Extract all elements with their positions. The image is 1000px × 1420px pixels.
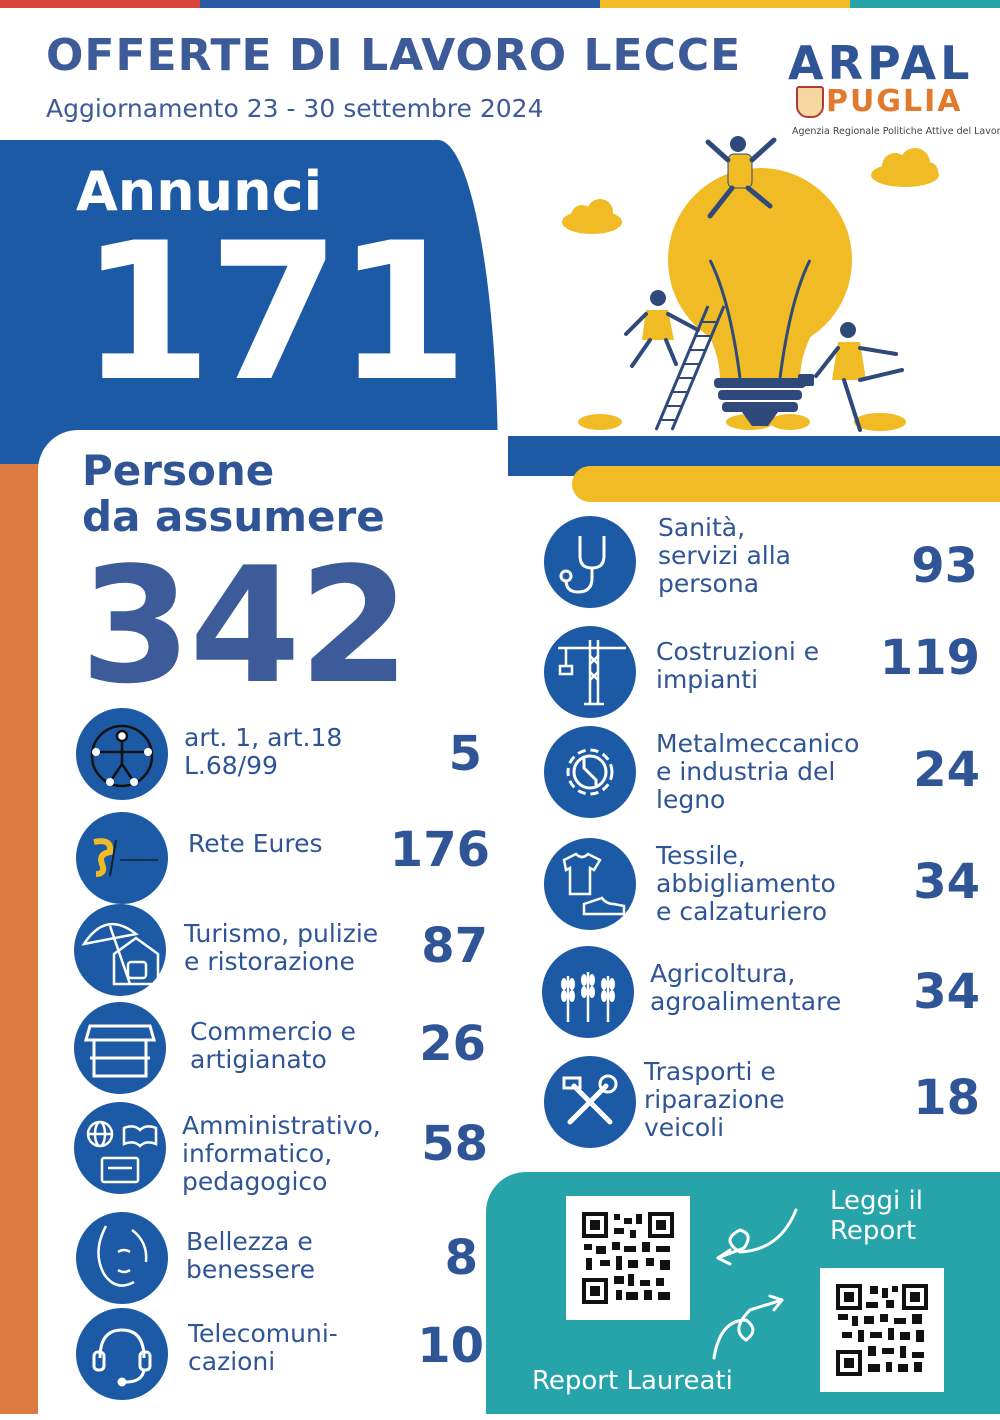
- arrow-decor-icon: [712, 1208, 798, 1360]
- category-label-costruzioni: Costruzioni e impianti: [656, 638, 819, 694]
- annunci-count: 171: [80, 202, 469, 423]
- category-line: Tessile,: [656, 841, 746, 870]
- category-line: Metalmeccanico: [656, 729, 860, 758]
- tools-icon: [544, 1056, 636, 1148]
- category-line: Amministrativo,: [182, 1111, 381, 1140]
- top-bar-red: [0, 0, 200, 8]
- top-bar-teal: [850, 0, 1000, 8]
- category-line: Costruzioni e: [656, 637, 820, 666]
- category-line: veicoli: [644, 1113, 725, 1142]
- category-label-eures: Rete Eures: [188, 829, 323, 858]
- category-count-commercio: 26: [419, 1016, 486, 1072]
- annunci-panel: [0, 140, 498, 470]
- category-label-legge-68: art. 1, art.18 L.68/99: [184, 724, 342, 780]
- category-label-telecomunicazioni: Telecomuni- cazioni: [188, 1320, 338, 1376]
- puglia-crest-icon: [796, 86, 824, 118]
- persone-label-line1: Persone: [82, 446, 275, 495]
- category-count-bellezza: 8: [444, 1230, 478, 1286]
- page-title: OFFERTE DI LAVORO LECCE: [46, 30, 742, 81]
- top-bar-yellow: [600, 0, 850, 8]
- headset-icon: [76, 1308, 168, 1400]
- category-line: Sanità,: [658, 513, 746, 542]
- category-count-tessile: 34: [913, 854, 980, 910]
- qr-code-laureati[interactable]: [820, 1268, 944, 1392]
- category-line: impianti: [656, 665, 759, 694]
- category-count-telecomunicazioni: 10: [417, 1318, 484, 1374]
- stethoscope-icon: [544, 516, 636, 608]
- annunci-label: Annunci: [76, 160, 323, 223]
- category-line: Telecomuni-: [188, 1319, 338, 1348]
- persone-label-line2: da assumere: [82, 492, 385, 541]
- top-bar-blue: [200, 0, 600, 8]
- category-label-agricoltura: Agricoltura, agroalimentare: [650, 960, 841, 1016]
- category-label-amministrativo: Amministrativo, informatico, pedagogico: [182, 1112, 381, 1196]
- report-line: Report: [830, 1216, 917, 1246]
- globe-book-icon: [74, 1102, 166, 1194]
- category-line: agroalimentare: [650, 987, 842, 1016]
- face-icon: [76, 1212, 168, 1304]
- accessibility-icon: [76, 708, 168, 800]
- category-line: servizi alla: [658, 541, 791, 570]
- category-label-commercio: Commercio e artigianato: [190, 1018, 356, 1074]
- logo-tagline: Agenzia Regionale Politiche Attive del L…: [792, 126, 1000, 137]
- category-line: e industria del: [656, 757, 836, 786]
- category-line: cazioni: [188, 1347, 276, 1376]
- report-laureati-label: Report Laureati: [532, 1366, 733, 1396]
- category-line: Trasporti e: [644, 1057, 776, 1086]
- shirt-shoe-icon: [544, 838, 636, 930]
- category-line: Turismo, pulizie: [184, 919, 379, 948]
- category-count-agricoltura: 34: [913, 964, 980, 1020]
- lightbulb-illustration: [562, 136, 939, 432]
- persone-label: Persone da assumere: [82, 448, 385, 540]
- beach-umbrella-icon: [74, 904, 166, 996]
- category-line: abbigliamento: [656, 869, 836, 898]
- category-count-metalmeccanico: 24: [913, 742, 980, 798]
- category-line: Commercio e: [190, 1017, 356, 1046]
- decor-stripe-yellow: [572, 466, 1000, 502]
- category-label-trasporti: Trasporti e riparazione veicoli: [644, 1058, 785, 1142]
- category-line: Bellezza e: [186, 1227, 313, 1256]
- category-count-eures: 176: [389, 822, 490, 878]
- category-line: benessere: [186, 1255, 316, 1284]
- report-line: Leggi il: [830, 1186, 923, 1216]
- category-count-sanita: 93: [911, 538, 978, 594]
- category-count-costruzioni: 119: [879, 630, 980, 686]
- page-subtitle: Aggiornamento 23 - 30 settembre 2024: [46, 94, 544, 123]
- qr-code-report[interactable]: [566, 1196, 690, 1320]
- category-line: Agricoltura,: [650, 959, 796, 988]
- category-line: e calzaturiero: [656, 897, 828, 926]
- category-count-amministrativo: 58: [421, 1116, 488, 1172]
- category-count-turismo: 87: [421, 918, 488, 974]
- category-line: pedagogico: [182, 1167, 328, 1196]
- market-stall-icon: [74, 1002, 166, 1094]
- category-line: L.68/99: [184, 751, 278, 780]
- category-count-legge-68: 5: [448, 726, 482, 782]
- category-line: riparazione: [644, 1085, 785, 1114]
- category-label-bellezza: Bellezza e benessere: [186, 1228, 315, 1284]
- category-line: e ristorazione: [184, 947, 355, 976]
- eures-logo-icon: [76, 812, 168, 904]
- category-line: informatico,: [182, 1139, 333, 1168]
- arpal-logo-text: ARPAL: [788, 36, 974, 90]
- persone-count: 342: [80, 532, 410, 719]
- leggi-report-label: Leggi il Report: [830, 1186, 923, 1246]
- category-label-turismo: Turismo, pulizie e ristorazione: [184, 920, 378, 976]
- gear-wrench-icon: [544, 726, 636, 818]
- category-label-metalmeccanico: Metalmeccanico e industria del legno: [656, 730, 859, 814]
- crane-icon: [544, 626, 636, 718]
- category-label-sanita: Sanità, servizi alla persona: [658, 514, 791, 598]
- category-line: persona: [658, 569, 760, 598]
- left-orange-strip: [0, 464, 40, 1414]
- puglia-logo-text: PUGLIA: [826, 84, 963, 119]
- category-label-tessile: Tessile, abbigliamento e calzaturiero: [656, 842, 836, 926]
- category-line: art. 1, art.18: [184, 723, 343, 752]
- category-line: artigianato: [190, 1045, 327, 1074]
- wheat-icon: [542, 946, 634, 1038]
- category-count-trasporti: 18: [913, 1070, 980, 1126]
- category-line: legno: [656, 785, 726, 814]
